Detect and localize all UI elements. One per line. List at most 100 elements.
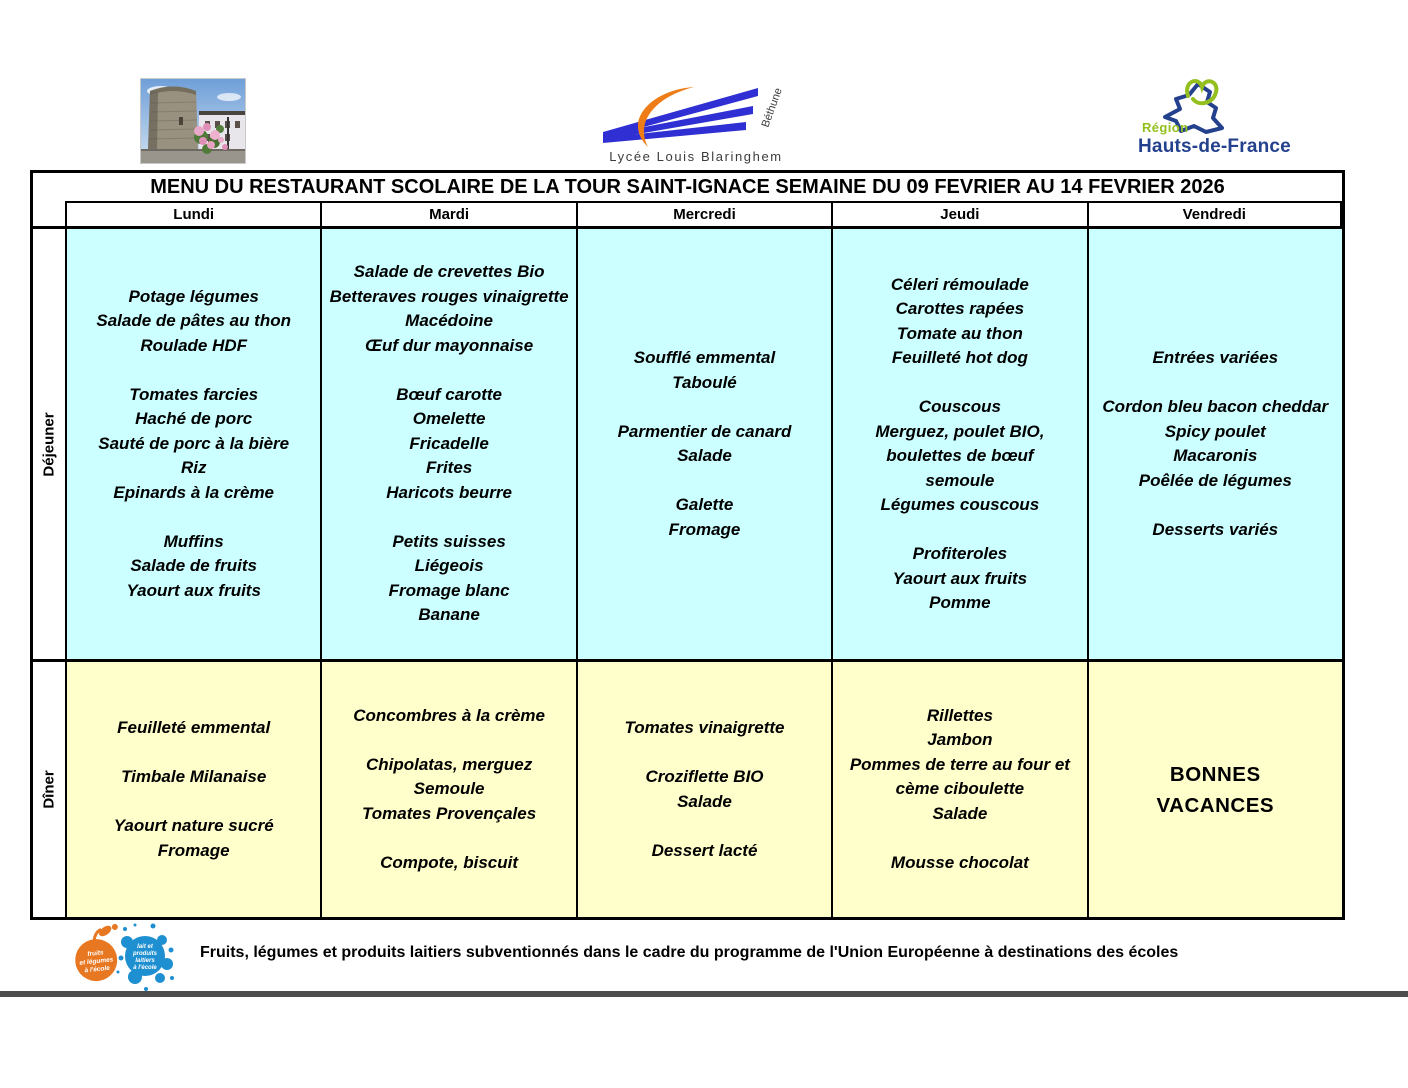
menu-spacer: [71, 358, 316, 383]
menu-item: Macaronis: [1173, 446, 1258, 465]
menu-item: Frites: [425, 458, 473, 478]
menu-spacer: [1093, 493, 1338, 518]
milk-logo-icon: lait et produits laitiers à l'école: [115, 920, 175, 992]
menu-item: Taboulé: [672, 372, 737, 392]
menu-item: Semoule: [413, 779, 485, 799]
menu-item: Potage légumes: [128, 286, 259, 306]
tower-photo-image: [141, 79, 245, 163]
lunch-cell-vendredi: Entrées variées Cordon bleu bacon chedda…: [1086, 226, 1342, 659]
menu-item: Croziflette BIO: [645, 767, 764, 786]
svg-text:produits: produits: [132, 951, 158, 957]
menu-table: MENU DU RESTAURANT SCOLAIRE DE LA TOUR S…: [30, 170, 1345, 920]
region-label: Région: [1142, 120, 1189, 135]
menu-spacer: [326, 826, 571, 851]
menu-item: Tomates farcies: [129, 384, 259, 404]
menu-spacer: [71, 741, 316, 766]
dinner-cell-lundi: Feuilleté emmental Timbale Milanaise Yao…: [65, 659, 321, 917]
svg-text:et légumes: et légumes: [79, 956, 114, 967]
menu-item: Tomates vinaigrette: [624, 718, 785, 737]
lunch-cell-jeudi: Céleri rémoulade Carottes rapées Tomate au…: [831, 226, 1087, 659]
school-logo-swoosh-icon: [637, 87, 694, 147]
menu-item: Salade de pâtes au thon: [96, 311, 291, 331]
menu-item: Céleri rémoulade: [890, 274, 1029, 294]
menu-item: Timbale Milanaise: [121, 767, 267, 786]
header-spacer: [33, 201, 65, 226]
fruit-logo-icon: fruits et légumes à l'école: [72, 923, 122, 988]
menu-item: Salade: [677, 791, 732, 811]
tower-photo: [140, 78, 246, 164]
school-logo-city: Béthune: [760, 86, 785, 129]
menu-item: Œuf dur mayonnaise: [365, 335, 534, 355]
svg-text:à l'école: à l'école: [133, 965, 157, 971]
menu-item: Merguez, poulet BIO, boulettes de bœuf: [875, 421, 1045, 466]
menu-item: Fromage: [668, 519, 741, 539]
heart-icon: [1185, 79, 1219, 106]
day-header-lundi: Lundi: [65, 201, 321, 226]
menu-item: Sauté de porc à la bière: [98, 433, 290, 453]
school-logo: Béthune Lycée Louis Blaringhem: [598, 86, 794, 164]
menu-spacer: [582, 395, 827, 420]
menu-item: Muffins: [163, 531, 224, 551]
menu-item: Yaourt aux fruits: [892, 568, 1028, 588]
dinner-row-label: Dîner: [33, 659, 65, 917]
lunch-cell-lundi: Potage légumes Salade de pâtes au thon Rou…: [65, 226, 321, 659]
region-logo: Région Hauts-de-France: [1136, 76, 1291, 160]
svg-text:laitiers: laitiers: [135, 958, 155, 964]
menu-item: Dessert lacté: [651, 840, 758, 860]
menu-item: Cordon bleu bacon cheddar: [1102, 397, 1329, 416]
menu-item: Fricadelle: [409, 433, 489, 453]
menu-item: Epinards à la crème: [113, 482, 275, 502]
footer-note: Fruits, légumes et produits laitiers sub…: [200, 944, 1179, 961]
menu-item: Fromage: [157, 840, 230, 860]
menu-item: Pomme: [929, 593, 991, 612]
menu-item: Salade de fruits: [130, 556, 257, 576]
menu-spacer: [326, 358, 571, 383]
page-bottom-rule: [0, 991, 1408, 997]
menu-item: Concombres à la crème: [353, 705, 545, 725]
menu-item: Macédoine: [405, 311, 494, 331]
menu-item: Rillettes: [926, 705, 993, 725]
menu-item: Roulade HDF: [140, 335, 248, 355]
school-logo-name: Lycée Louis Blaringhem: [609, 149, 783, 164]
school-logo-graphic: Béthune: [603, 86, 785, 147]
menu-item: Omelette: [412, 409, 486, 429]
menu-item: Yaourt nature sucré: [113, 816, 274, 835]
menu-item: Tomates Provençales: [362, 803, 537, 823]
menu-item: Petits suisses: [392, 531, 506, 551]
menu-item: Salade: [677, 446, 732, 465]
region-name: Hauts-de-France: [1138, 136, 1291, 157]
menu-item: Entrées variées: [1152, 348, 1279, 367]
region-logo-graphic: [1163, 79, 1224, 134]
menu-spacer: [71, 790, 316, 815]
svg-text:à l'école: à l'école: [84, 965, 110, 975]
menu-spacer: [837, 518, 1082, 543]
menu-item: Compote, biscuit: [380, 852, 519, 872]
day-header-mercredi: Mercredi: [575, 201, 832, 226]
menu-item: Feuilleté hot dog: [891, 348, 1028, 367]
page-title: MENU DU RESTAURANT SCOLAIRE DE LA TOUR S…: [150, 176, 1225, 198]
menu-item: Galette: [675, 495, 734, 514]
menu-item: Riz: [180, 458, 207, 478]
menu-item: Salade de crevettes Bio: [353, 262, 545, 282]
menu-item: Betteraves rouges vinaigrette: [329, 286, 569, 306]
menu-spacer: [326, 505, 571, 530]
menu-item: BONNES: [1169, 762, 1261, 786]
menu-item: Banane: [418, 605, 480, 625]
day-header-mardi: Mardi: [320, 201, 576, 226]
dinner-cell-mercredi: Tomates vinaigrette Croziflette BIO Salad…: [575, 659, 832, 917]
day-header-vendredi: Vendredi: [1086, 201, 1342, 226]
menu-spacer: [71, 505, 316, 530]
lunch-cell-mardi: Salade de crevettes Bio Betteraves rouges…: [320, 226, 576, 659]
menu-item: Desserts variés: [1152, 519, 1279, 539]
menu-item: Poêlée de légumes: [1138, 470, 1292, 490]
menu-spacer: [582, 814, 827, 839]
menu-spacer: [582, 741, 827, 766]
menu-item: Parmentier de canard: [617, 421, 792, 441]
day-header-jeudi: Jeudi: [831, 201, 1087, 226]
menu-item: Légumes couscous: [880, 495, 1040, 514]
menu-item: Soufflé emmental: [633, 348, 776, 367]
menu-item: VACANCES: [1156, 793, 1275, 817]
menu-item: Feuilleté emmental: [117, 718, 271, 737]
menu-item: Mousse chocolat: [890, 852, 1029, 872]
menu-item: Yaourt aux fruits: [126, 580, 261, 600]
